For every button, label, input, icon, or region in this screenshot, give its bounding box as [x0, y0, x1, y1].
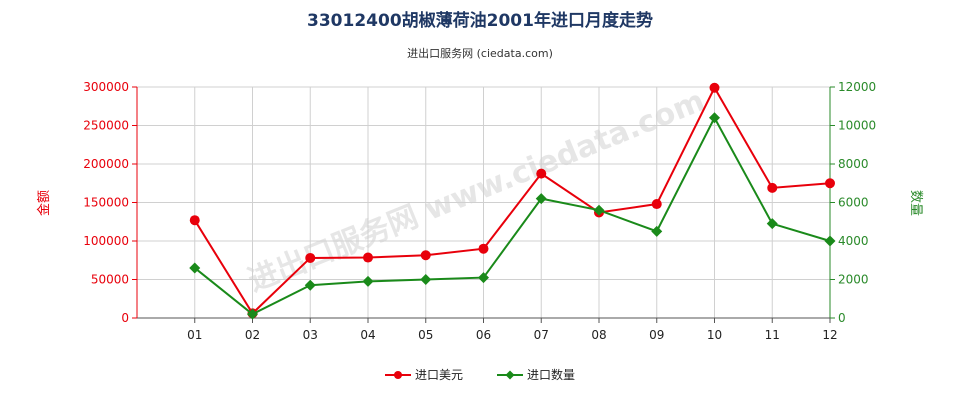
- data-point-usd: [420, 250, 431, 261]
- x-axis-tick-label: 08: [591, 328, 606, 342]
- right-axis-tick-label: 12000: [838, 80, 876, 94]
- legend-swatch-usd: [384, 370, 411, 379]
- data-point-qty: [709, 112, 720, 124]
- legend-label-qty: 进口数量: [527, 368, 576, 382]
- left-axis-tick-label: 100000: [83, 234, 129, 248]
- data-point-qty: [535, 193, 547, 205]
- right-axis-tick-label: 6000: [838, 196, 869, 210]
- left-axis-tick-label: 0: [121, 311, 129, 325]
- data-point-qty: [651, 225, 663, 237]
- x-axis-tick-label: 10: [707, 328, 722, 342]
- chart-subtitle: 进出口服务网 (ciedata.com): [407, 47, 553, 60]
- data-point-qty: [362, 275, 374, 287]
- legend-swatch-qty: [497, 370, 523, 379]
- legend-item-usd[interactable]: 进口美元: [384, 366, 463, 383]
- legend-label-usd: 进口美元: [414, 368, 463, 382]
- data-point-qty: [247, 308, 258, 320]
- data-point-qty: [420, 274, 432, 285]
- data-point-usd: [709, 82, 720, 93]
- data-point-qty: [189, 262, 201, 274]
- data-point-qty: [593, 204, 605, 216]
- legend: 进口美元 进口数量: [0, 366, 960, 383]
- left-axis-tick-label: 50000: [91, 273, 129, 287]
- x-axis-tick-label: 01: [187, 328, 202, 342]
- x-axis-tick-label: 12: [822, 328, 837, 342]
- series-line-qty: [194, 115, 831, 316]
- data-point-usd: [363, 252, 373, 263]
- x-axis-tick-label: 11: [765, 328, 780, 342]
- data-point-qty: [824, 235, 836, 247]
- right-axis-title: 数量: [908, 190, 923, 216]
- watermark-text: 进出口服务网 www.ciedata.com: [243, 83, 709, 299]
- data-point-usd: [767, 182, 778, 193]
- x-axis-tick-label: 02: [245, 328, 260, 342]
- data-point-usd: [189, 215, 200, 226]
- left-axis-title: 金额: [36, 190, 52, 216]
- legend-item-qty[interactable]: 进口数量: [497, 366, 575, 383]
- x-axis-tick-label: 09: [649, 328, 664, 342]
- left-axis-tick-label: 250000: [83, 119, 129, 133]
- right-axis-tick-label: 10000: [838, 119, 876, 133]
- data-point-usd: [536, 168, 547, 179]
- x-axis-tick-label: 05: [418, 328, 433, 342]
- data-point-usd: [305, 252, 316, 263]
- series-line-usd: [193, 85, 831, 315]
- data-point-qty: [304, 279, 316, 291]
- chart-title: 33012400胡椒薄荷油2001年进口月度走势: [307, 11, 653, 31]
- data-point-qty: [478, 272, 489, 284]
- x-axis-tick-label: 07: [534, 328, 549, 342]
- right-axis-tick-label: 0: [838, 311, 846, 325]
- data-point-usd: [651, 199, 662, 210]
- data-point-usd: [825, 178, 835, 189]
- left-axis-tick-label: 150000: [83, 196, 129, 210]
- right-axis-tick-label: 8000: [838, 157, 869, 171]
- right-axis-tick-label: 4000: [838, 234, 869, 248]
- data-point-qty: [766, 218, 778, 230]
- data-point-usd: [478, 243, 489, 254]
- left-axis-tick-label: 200000: [83, 157, 129, 171]
- x-axis-tick-label: 04: [360, 328, 375, 342]
- left-axis-tick-label: 300000: [83, 80, 129, 94]
- x-axis-tick-label: 03: [303, 328, 318, 342]
- right-axis-tick-label: 2000: [838, 273, 869, 287]
- x-axis-tick-label: 06: [476, 328, 491, 342]
